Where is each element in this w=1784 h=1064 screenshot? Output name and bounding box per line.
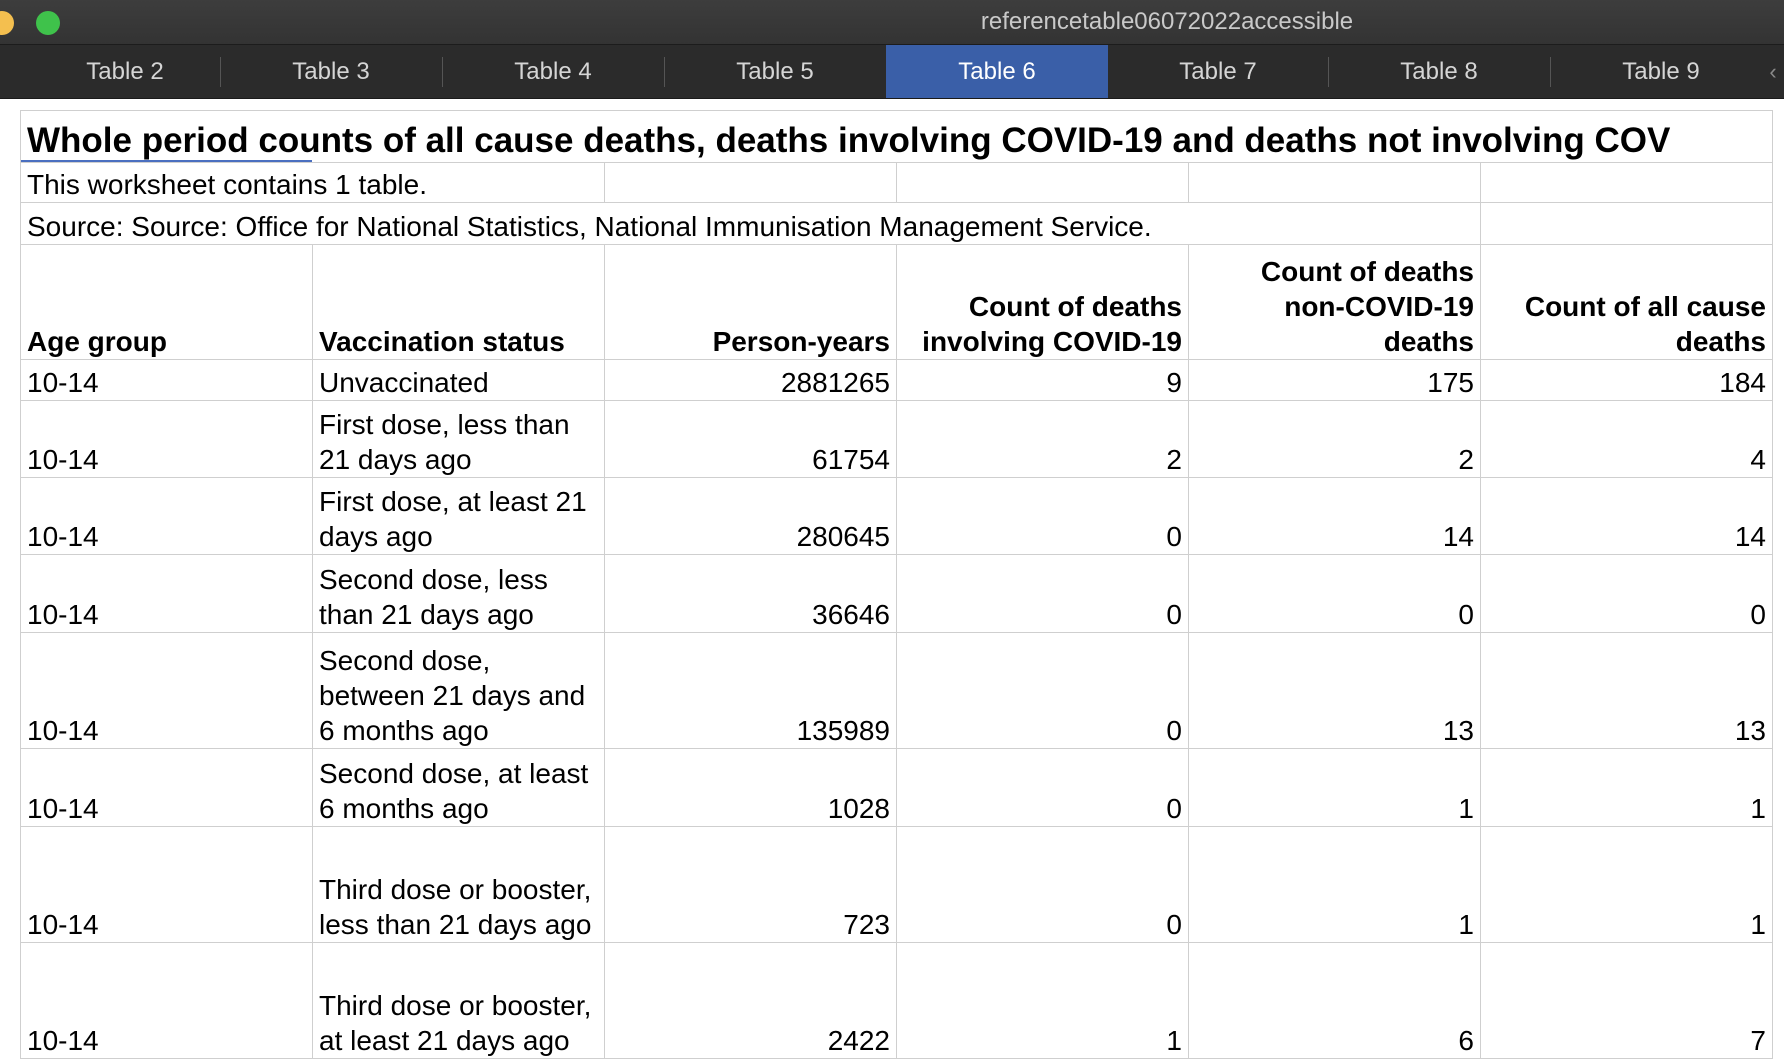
cell-all-cause-deaths[interactable]: 1 xyxy=(1480,826,1773,943)
window-titlebar: referencetable06072022accessible xyxy=(0,0,1784,45)
cell-person-years[interactable]: 280645 xyxy=(604,477,897,555)
header-all-cause-deaths[interactable]: Count of all cause deaths xyxy=(1480,244,1773,360)
minimize-button[interactable] xyxy=(0,11,14,35)
cell-all-cause-deaths[interactable]: 4 xyxy=(1480,400,1773,478)
cell-person-years[interactable]: 135989 xyxy=(604,632,897,749)
cell-all-cause-deaths[interactable]: 7 xyxy=(1480,942,1773,1059)
sheet-title[interactable]: Whole period counts of all cause deaths,… xyxy=(20,110,1773,163)
tab-table-3[interactable]: Table 3 xyxy=(292,58,370,85)
tab-table-8[interactable]: Table 8 xyxy=(1400,58,1478,85)
tab-table-5[interactable]: Table 5 xyxy=(736,58,814,85)
cell-person-years[interactable]: 36646 xyxy=(604,554,897,633)
cell-vaccination-status[interactable]: First dose, less than 21 days ago xyxy=(312,400,605,478)
cell-vaccination-status[interactable]: Second dose, at least 6 months ago xyxy=(312,748,605,827)
cell-vaccination-status[interactable]: Third dose or booster, less than 21 days… xyxy=(312,826,605,943)
cell-age-group[interactable]: 10-14 xyxy=(20,477,313,555)
cell-age-group[interactable]: 10-14 xyxy=(20,826,313,943)
table-row: 10-14 Second dose, at least 6 months ago… xyxy=(20,748,1773,827)
cell-covid-deaths[interactable]: 0 xyxy=(896,748,1189,827)
data-table: Whole period counts of all cause deaths,… xyxy=(20,110,1773,1059)
cell-age-group[interactable]: 10-14 xyxy=(20,632,313,749)
cell-covid-deaths[interactable]: 9 xyxy=(896,359,1189,401)
cell-non-covid-deaths[interactable]: 1 xyxy=(1188,826,1481,943)
cell-non-covid-deaths[interactable]: 13 xyxy=(1188,632,1481,749)
cell-non-covid-deaths[interactable]: 0 xyxy=(1188,554,1481,633)
table-row: 10-14 Unvaccinated 2881265 9 175 184 xyxy=(20,359,1773,401)
cell-non-covid-deaths[interactable]: 175 xyxy=(1188,359,1481,401)
cell-all-cause-deaths[interactable]: 1 xyxy=(1480,748,1773,827)
cell-covid-deaths[interactable]: 0 xyxy=(896,554,1189,633)
tab-table-9[interactable]: Table 9 xyxy=(1622,58,1700,85)
table-row: 10-14 Second dose, between 21 days and 6… xyxy=(20,632,1773,749)
cell-age-group[interactable]: 10-14 xyxy=(20,359,313,401)
spreadsheet-area: Whole period counts of all cause deaths,… xyxy=(20,110,1784,1064)
cell-non-covid-deaths[interactable]: 1 xyxy=(1188,748,1481,827)
header-person-years[interactable]: Person-years xyxy=(604,244,897,360)
table-row: 10-14 Second dose, less than 21 days ago… xyxy=(20,554,1773,633)
cell-person-years[interactable]: 61754 xyxy=(604,400,897,478)
cell-age-group[interactable]: 10-14 xyxy=(20,942,313,1059)
cell-vaccination-status[interactable]: First dose, at least 21 days ago xyxy=(312,477,605,555)
sheet-tab-bar: Table 2 Table 3 Table 4 Table 5 Table 6 … xyxy=(0,45,1784,99)
header-age-group[interactable]: Age group xyxy=(20,244,313,360)
header-vaccination-status[interactable]: Vaccination status xyxy=(312,244,605,360)
cell-all-cause-deaths[interactable]: 0 xyxy=(1480,554,1773,633)
cell-vaccination-status[interactable]: Second dose, between 21 days and 6 month… xyxy=(312,632,605,749)
cell-covid-deaths[interactable]: 0 xyxy=(896,632,1189,749)
cell-non-covid-deaths[interactable]: 6 xyxy=(1188,942,1481,1059)
cell-person-years[interactable]: 723 xyxy=(604,826,897,943)
tab-table-7[interactable]: Table 7 xyxy=(1179,58,1257,85)
cell-age-group[interactable]: 10-14 xyxy=(20,400,313,478)
table-row: 10-14 Third dose or booster, at least 21… xyxy=(20,942,1773,1059)
zoom-button[interactable] xyxy=(36,11,60,35)
worksheet-note[interactable]: This worksheet contains 1 table. xyxy=(20,162,605,203)
cell-person-years[interactable]: 2422 xyxy=(604,942,897,1059)
cell-person-years[interactable]: 2881265 xyxy=(604,359,897,401)
tab-table-2[interactable]: Table 2 xyxy=(86,58,164,85)
cell-vaccination-status[interactable]: Second dose, less than 21 days ago xyxy=(312,554,605,633)
cell-all-cause-deaths[interactable]: 14 xyxy=(1480,477,1773,555)
scroll-tabs-left-icon[interactable]: ‹ xyxy=(1769,59,1777,84)
cell-age-group[interactable]: 10-14 xyxy=(20,748,313,827)
cell-age-group[interactable]: 10-14 xyxy=(20,554,313,633)
cell-person-years[interactable]: 1028 xyxy=(604,748,897,827)
cell-vaccination-status[interactable]: Unvaccinated xyxy=(312,359,605,401)
cell-non-covid-deaths[interactable]: 2 xyxy=(1188,400,1481,478)
cell-covid-deaths[interactable]: 1 xyxy=(896,942,1189,1059)
table-row: 10-14 Third dose or booster, less than 2… xyxy=(20,826,1773,943)
table-row: 10-14 First dose, less than 21 days ago … xyxy=(20,400,1773,478)
cell-covid-deaths[interactable]: 0 xyxy=(896,826,1189,943)
table-row: 10-14 First dose, at least 21 days ago 2… xyxy=(20,477,1773,555)
cell-non-covid-deaths[interactable]: 14 xyxy=(1188,477,1481,555)
cell-vaccination-status[interactable]: Third dose or booster, at least 21 days … xyxy=(312,942,605,1059)
tab-table-6[interactable]: Table 6 xyxy=(886,45,1108,98)
window-title: referencetable06072022accessible xyxy=(980,8,1354,35)
header-covid-deaths[interactable]: Count of deaths involving COVID-19 xyxy=(896,244,1189,360)
cell-all-cause-deaths[interactable]: 184 xyxy=(1480,359,1773,401)
cell-all-cause-deaths[interactable]: 13 xyxy=(1480,632,1773,749)
tab-table-4[interactable]: Table 4 xyxy=(514,58,592,85)
cell-covid-deaths[interactable]: 2 xyxy=(896,400,1189,478)
cell-covid-deaths[interactable]: 0 xyxy=(896,477,1189,555)
source-note[interactable]: Source: Source: Office for National Stat… xyxy=(20,202,1481,245)
header-non-covid-deaths[interactable]: Count of deaths non-COVID-19 deaths xyxy=(1188,244,1481,360)
